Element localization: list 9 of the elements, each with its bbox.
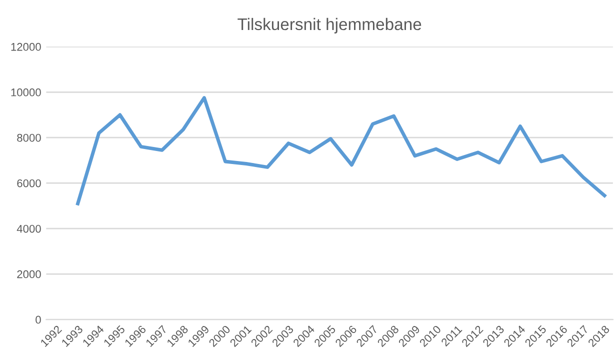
y-tick-label: 8000 <box>17 134 41 142</box>
chart-title: Tilskuersnit hjemmebane <box>238 18 422 34</box>
line-series <box>76 96 606 206</box>
y-tick-label: 10000 <box>11 88 41 96</box>
y-tick-label: 4000 <box>16 224 41 233</box>
y-tick-label: 6000 <box>17 179 41 188</box>
y-tick-label: 12000 <box>11 42 41 51</box>
y-tick-label: 0 <box>36 316 41 324</box>
y-tick-label: 2000 <box>17 270 41 278</box>
